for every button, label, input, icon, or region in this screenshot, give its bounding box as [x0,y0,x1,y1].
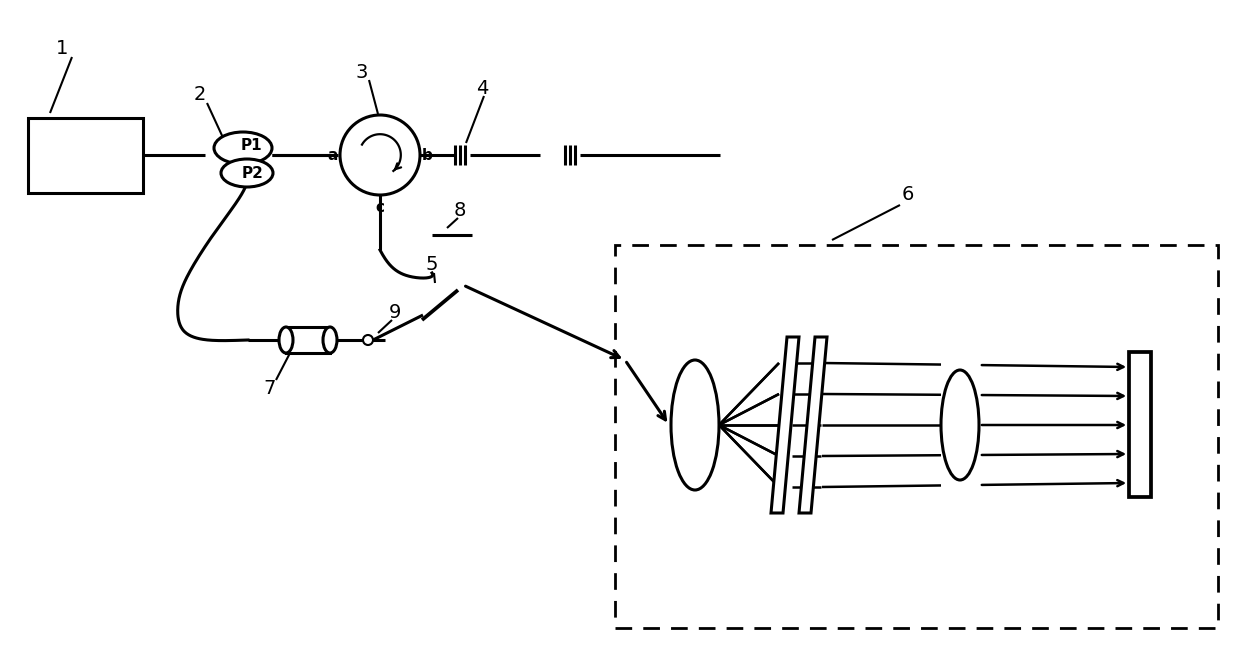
Text: P1: P1 [241,138,262,152]
Ellipse shape [215,132,272,164]
Text: 2: 2 [193,85,206,104]
Text: 5: 5 [425,255,438,274]
Text: 7: 7 [264,379,277,398]
Ellipse shape [322,327,337,353]
Ellipse shape [671,360,719,490]
Bar [29,118,143,193]
Circle shape [363,335,373,345]
Text: a: a [327,148,339,163]
Text: 8: 8 [454,201,466,220]
Text: 3: 3 [356,62,368,81]
Bar [615,245,1218,628]
Circle shape [340,115,420,195]
Ellipse shape [221,159,273,187]
Bar [286,327,330,353]
Ellipse shape [279,327,293,353]
Text: 6: 6 [901,186,914,205]
Bar [1128,352,1151,497]
Text: b: b [422,148,433,163]
Text: 1: 1 [56,39,68,58]
Text: c: c [376,199,384,215]
Ellipse shape [941,370,980,480]
Text: 9: 9 [389,304,402,323]
Text: P2: P2 [242,165,264,180]
Text: 4: 4 [476,79,489,98]
Polygon shape [799,337,827,513]
Polygon shape [771,337,799,513]
